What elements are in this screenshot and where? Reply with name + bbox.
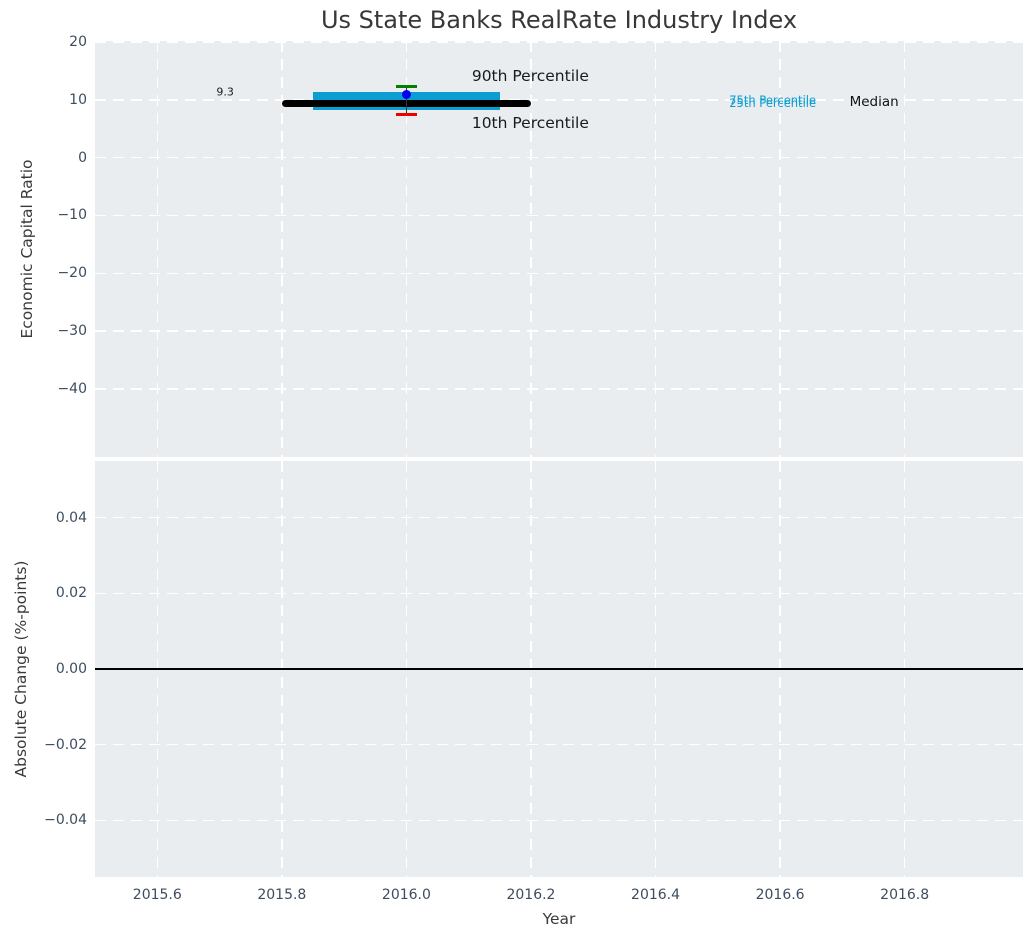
- x-tick-label: 2015.8: [257, 887, 307, 903]
- x-gridline: [156, 41, 158, 457]
- zero-line: [95, 668, 1023, 670]
- x-tick-label: 2016.4: [631, 887, 681, 903]
- annotation-10th-percentile: 10th Percentile: [471, 114, 589, 133]
- y-gridline: [95, 592, 1023, 595]
- percentile-10-tick: [395, 113, 417, 117]
- x-tick-label: 2016.8: [880, 887, 930, 903]
- y-tick-label: −10: [57, 207, 87, 224]
- x-tick-label: 2016.0: [381, 887, 431, 903]
- chart-title: Us State Banks RealRate Industry Index: [320, 6, 798, 34]
- y-gridline: [95, 214, 1023, 217]
- x-tick-label: 2015.6: [132, 887, 182, 903]
- x-gridline: [281, 41, 283, 457]
- annotation-90th-percentile: 90th Percentile: [471, 66, 589, 85]
- x-gridline: [530, 41, 532, 457]
- y-gridline: [95, 157, 1023, 159]
- x-gridline: [903, 41, 906, 457]
- y-tick-label: −30: [57, 323, 87, 340]
- top-y-axis-label: Economic Capital Ratio: [18, 159, 36, 339]
- whisker-line: [405, 86, 408, 115]
- percentile-90-tick: [395, 85, 417, 89]
- company-point: [401, 89, 411, 99]
- top-axes-background: [95, 41, 1023, 457]
- annotation-75th-percentile: 75th Percentile: [729, 93, 817, 108]
- y-gridline: [95, 743, 1023, 746]
- x-gridline: [405, 41, 408, 457]
- y-tick-label: 0.00: [55, 661, 87, 677]
- y-gridline: [95, 272, 1023, 274]
- y-gridline: [95, 99, 1023, 101]
- y-tick-label: −40: [57, 380, 87, 397]
- annotation-median: Median: [849, 94, 899, 110]
- y-gridline: [95, 388, 1023, 390]
- y-gridline: [95, 41, 1023, 43]
- y-tick-label: −0.02: [44, 736, 87, 753]
- x-gridline: [779, 41, 781, 457]
- y-gridline: [95, 330, 1023, 332]
- y-tick-label: 0.02: [55, 585, 87, 602]
- y-gridline: [95, 517, 1023, 519]
- y-tick-label: 0.04: [55, 509, 87, 526]
- y-tick-label: −20: [57, 265, 87, 282]
- annotation-25th-percentile: 25th Percentile: [729, 95, 817, 110]
- x-gridline: [654, 41, 657, 457]
- x-tick-label: 2016.2: [506, 887, 556, 903]
- y-tick-label: 20: [69, 34, 87, 51]
- annotation-9-3: 9.3: [216, 85, 234, 99]
- x-axis-label: Year: [542, 910, 576, 928]
- x-tick-label: 2016.6: [755, 887, 805, 903]
- y-tick-label: 10: [69, 91, 87, 108]
- y-gridline: [95, 819, 1023, 821]
- y-tick-label: −0.04: [44, 812, 87, 829]
- y-tick-label: 0: [78, 149, 87, 166]
